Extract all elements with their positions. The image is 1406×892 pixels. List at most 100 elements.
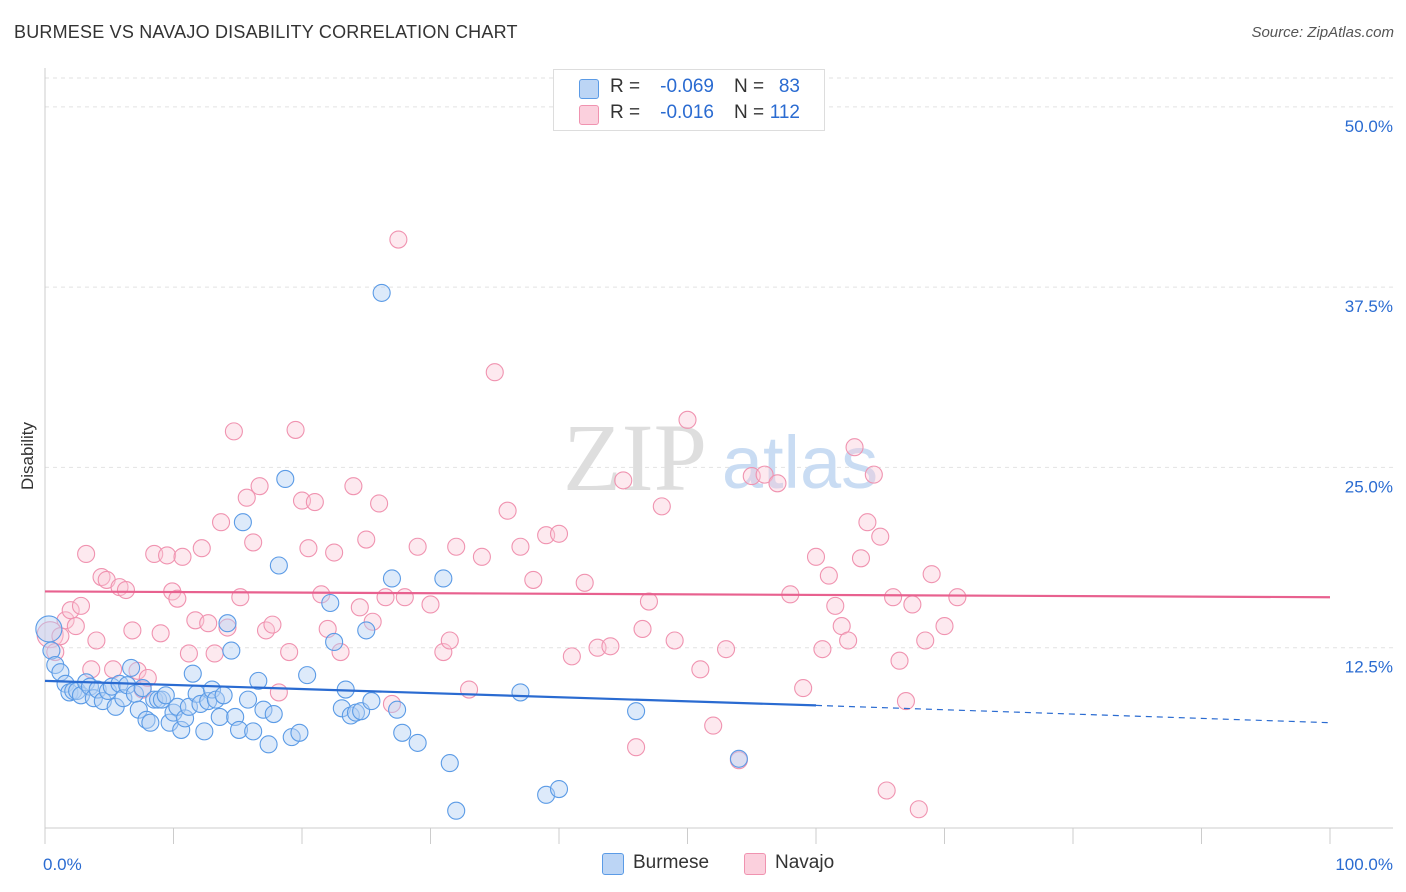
navajo-point xyxy=(376,588,395,607)
burmese-point xyxy=(35,615,63,643)
data-points xyxy=(35,230,967,820)
source-label: Source: ZipAtlas.com xyxy=(1251,24,1394,41)
navajo-point xyxy=(614,471,633,490)
chart-title: BURMESE VS NAVAJO DISABILITY CORRELATION… xyxy=(14,22,518,42)
navajo-point xyxy=(511,537,530,556)
navajo-point xyxy=(665,631,684,650)
burmese-point xyxy=(229,720,249,739)
navajo-swatch xyxy=(579,105,599,125)
navajo-point xyxy=(639,592,659,611)
navajo-point xyxy=(325,543,344,562)
burmese-point xyxy=(145,690,164,709)
navajo-point xyxy=(382,694,402,714)
navajo-point xyxy=(357,530,376,549)
navajo-point xyxy=(839,631,858,650)
burmese-point xyxy=(408,733,427,752)
navajo-point xyxy=(224,422,243,441)
navajo-trend-line xyxy=(44,590,1331,599)
navajo-point xyxy=(434,642,453,662)
burmese-point xyxy=(321,593,340,613)
y-tick-label: 37.5% xyxy=(1345,297,1393,316)
burmese-point xyxy=(290,723,309,742)
navajo-point xyxy=(704,716,723,735)
navajo-point xyxy=(71,596,91,615)
burmese-point xyxy=(244,722,263,741)
navajo-point xyxy=(890,651,909,670)
navajo-point xyxy=(864,465,883,484)
navajo-point xyxy=(179,644,198,663)
burmese-point xyxy=(183,664,202,683)
navajo-point xyxy=(66,617,85,636)
legend-n-label: N = xyxy=(734,102,765,123)
burmese-point xyxy=(332,699,351,718)
navajo-point xyxy=(350,598,369,617)
navajo-point xyxy=(678,410,697,429)
tick-labels: 12.5% 25.0% 37.5% 50.0% 0.0% 100.0% xyxy=(43,117,1393,874)
navajo-point xyxy=(948,588,967,607)
navajo-point xyxy=(903,595,922,614)
navajo-point xyxy=(549,524,569,543)
burmese-point xyxy=(382,569,402,588)
legend-r-value: -0.016 xyxy=(660,102,714,123)
navajo-point xyxy=(168,589,187,608)
navajo-point xyxy=(408,537,427,556)
navajo-point xyxy=(871,527,890,546)
burmese-legend-label: Burmese xyxy=(633,852,710,873)
navajo-point xyxy=(819,566,838,585)
navajo-point xyxy=(158,546,177,565)
navajo-point xyxy=(237,488,256,507)
burmese-point xyxy=(388,700,407,719)
burmese-point xyxy=(264,705,283,724)
navajo-point xyxy=(485,363,504,382)
burmese-swatch xyxy=(579,79,599,99)
navajo-point xyxy=(935,617,954,636)
burmese-point xyxy=(172,720,191,739)
navajo-point xyxy=(652,497,671,516)
watermark-atlas: atlas xyxy=(722,421,878,504)
navajo-legend-label: Navajo xyxy=(775,852,835,873)
burmese-point xyxy=(298,666,317,685)
burmese-point xyxy=(218,614,237,633)
burmese-point xyxy=(627,702,646,721)
legend-r-label: R = xyxy=(610,76,641,97)
legend-n-label: N = xyxy=(734,76,765,97)
navajo-point xyxy=(909,800,928,819)
navajo-point xyxy=(421,595,440,614)
navajo-point xyxy=(806,547,826,566)
navajo-point xyxy=(116,580,136,600)
burmese-point xyxy=(56,674,75,693)
burmese-point xyxy=(156,686,175,705)
navajo-point xyxy=(768,474,787,493)
navajo-point xyxy=(562,647,581,666)
navajo-point xyxy=(192,539,211,558)
navajo-point xyxy=(87,631,106,650)
navajo-point xyxy=(716,640,736,659)
navajo-point xyxy=(916,631,935,650)
burmese-point xyxy=(357,621,376,640)
navajo-point xyxy=(884,588,903,607)
burmese-point xyxy=(254,700,273,719)
navajo-point xyxy=(845,438,864,457)
navajo-point xyxy=(389,230,408,249)
burmese-point xyxy=(214,686,233,705)
navajo-legend-swatch xyxy=(744,853,766,875)
navajo-point xyxy=(447,537,466,556)
stats-legend: R = -0.069 N = 83 R = -0.016 N = 112 xyxy=(553,69,825,131)
burmese-point xyxy=(549,780,569,799)
navajo-point xyxy=(123,621,142,640)
navajo-point xyxy=(524,570,543,589)
burmese-point xyxy=(434,569,453,588)
watermark-zip: ZIP xyxy=(563,404,707,511)
navajo-point xyxy=(575,573,594,592)
legend-n-value: 83 xyxy=(778,76,800,97)
navajo-point xyxy=(151,624,170,643)
burmese-point xyxy=(276,469,295,489)
burmese-point xyxy=(210,707,229,726)
navajo-point xyxy=(173,547,192,566)
burmese-point xyxy=(325,632,344,651)
burmese-point xyxy=(440,754,459,773)
burmese-point xyxy=(341,706,360,725)
burmese-point xyxy=(447,801,466,820)
burmese-trend-line xyxy=(44,679,817,707)
burmese-point xyxy=(269,556,288,575)
